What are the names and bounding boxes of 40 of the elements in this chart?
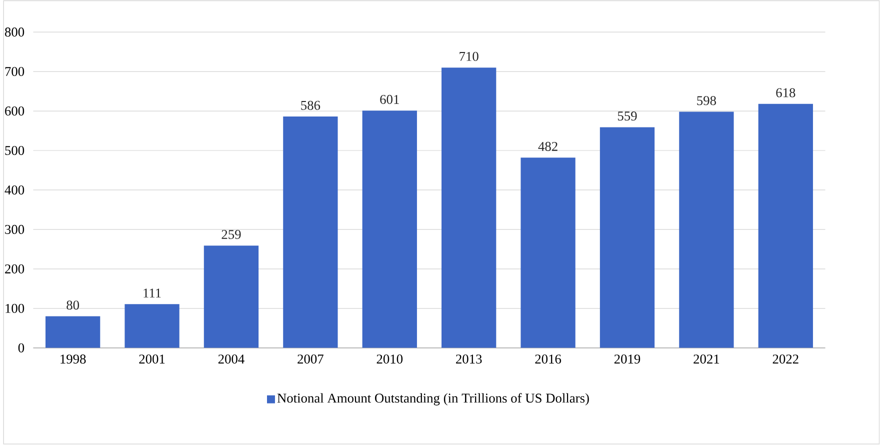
y-tick-label: 100 <box>6 304 24 314</box>
data-label: 618 <box>776 88 796 98</box>
y-tick-label: 700 <box>5 67 24 76</box>
y-tick-label: 200 <box>5 264 24 274</box>
bar <box>46 316 100 348</box>
bar <box>520 158 576 348</box>
bar <box>758 104 813 348</box>
data-label: 710 <box>460 52 478 62</box>
bar <box>124 304 180 348</box>
x-tick-label: 2021 <box>694 354 720 364</box>
x-tick-label: 2010 <box>376 354 403 364</box>
data-label: 598 <box>697 96 716 106</box>
data-label: 259 <box>222 230 241 240</box>
data-label: 111 <box>144 288 161 298</box>
x-tick-label: 2013 <box>456 354 482 364</box>
bar <box>283 116 338 348</box>
y-tick-label: 600 <box>5 106 24 116</box>
bar <box>362 110 417 348</box>
x-tick-label: 2022 <box>772 354 798 364</box>
x-tick-label: 2007 <box>298 354 324 364</box>
bar <box>442 68 496 348</box>
x-tick-label: 2016 <box>535 354 562 364</box>
y-tick-label: 300 <box>5 225 24 234</box>
bar <box>600 127 655 348</box>
x-tick-label: 2004 <box>218 354 244 364</box>
x-tick-label: 2019 <box>614 354 640 364</box>
y-tick-label: 800 <box>4 28 24 37</box>
x-tick-label: 1998 <box>60 354 86 364</box>
legend-label: Notional Amount Outstanding (in Trillions of US Dollars) <box>277 393 589 406</box>
bar <box>204 246 259 348</box>
x-tick-label: 2001 <box>139 354 165 364</box>
y-tick-label: 400 <box>4 186 24 195</box>
bar <box>679 112 734 348</box>
data-label: 559 <box>618 112 637 121</box>
data-label: 601 <box>380 95 399 104</box>
y-tick-label: 0 <box>18 343 24 353</box>
y-tick-label: 500 <box>5 146 24 156</box>
data-label: 482 <box>538 142 558 152</box>
data-label: 80 <box>66 300 80 310</box>
data-label: 586 <box>301 100 320 110</box>
